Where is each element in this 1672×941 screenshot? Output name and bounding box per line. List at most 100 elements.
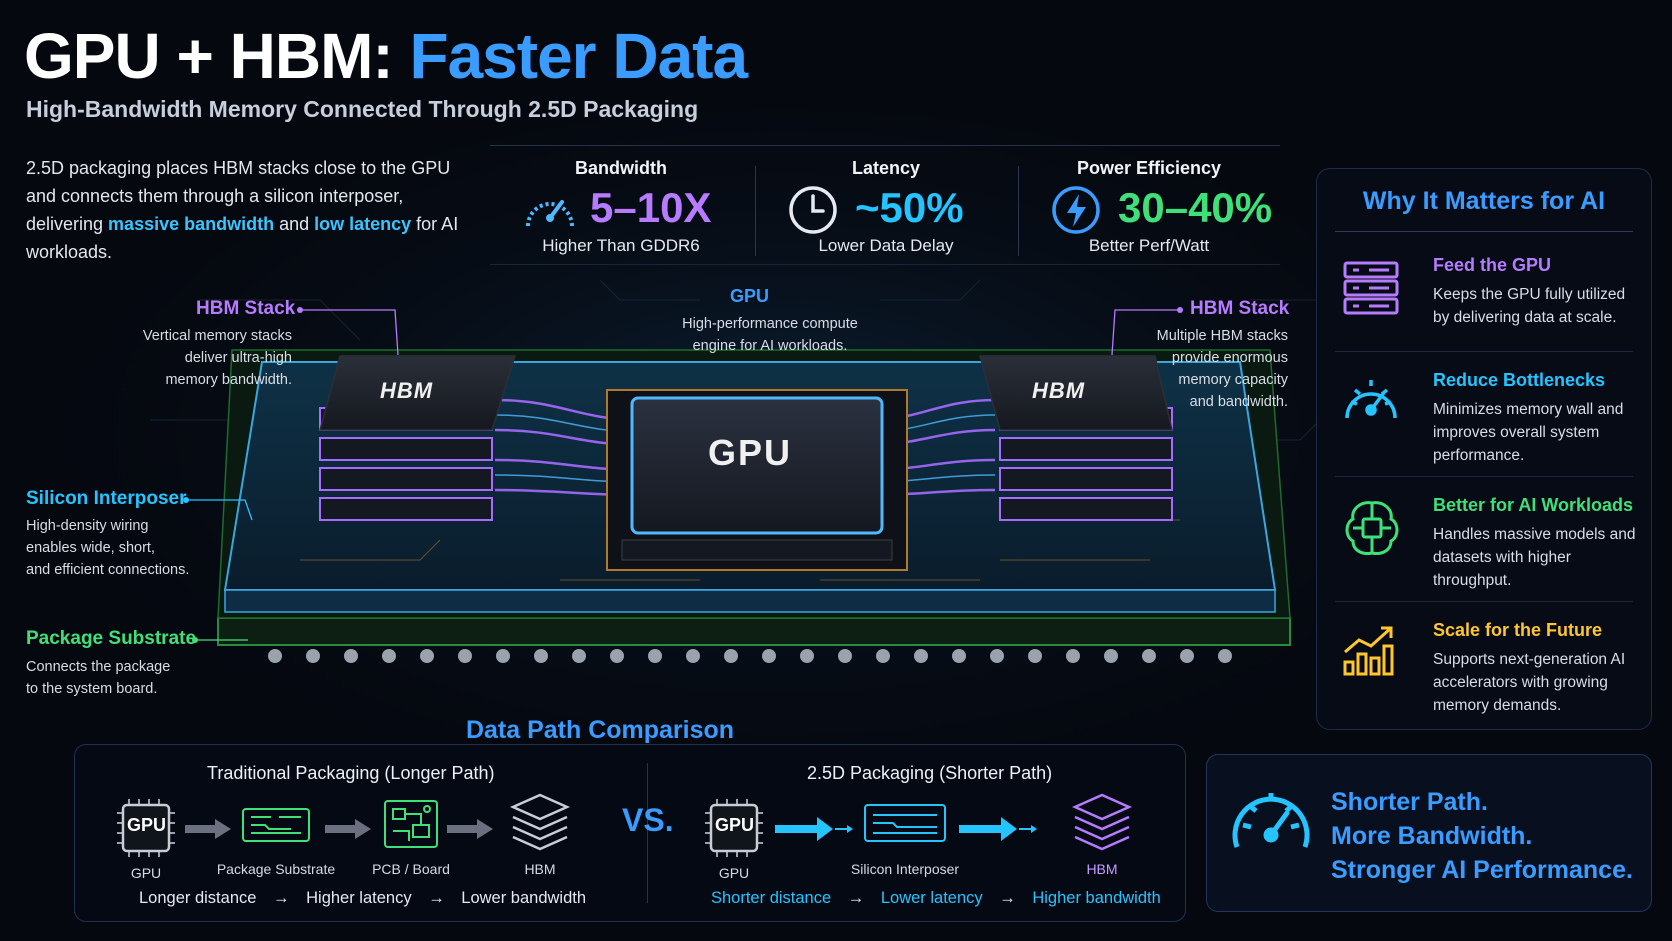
why-item-desc: Minimizes memory wall and improves overa… bbox=[1433, 401, 1624, 464]
traditional-heading: Traditional Packaging (Longer Path) bbox=[207, 763, 495, 783]
stat-value: ~50% bbox=[855, 184, 964, 231]
desc-line: provide enormous bbox=[1171, 350, 1288, 366]
panel-title: Why It Matters for AI bbox=[1362, 187, 1606, 215]
arrow-icon bbox=[185, 817, 233, 846]
node-label: Silicon Interposer bbox=[850, 861, 960, 877]
desc-line: memory bandwidth. bbox=[165, 372, 292, 388]
desc-line: Connects the package bbox=[26, 659, 171, 675]
footer-item: Higher latency bbox=[306, 889, 412, 907]
interposer-icon bbox=[863, 799, 947, 854]
why-item-title: Reduce Bottlenecks bbox=[1433, 370, 1606, 390]
hbm-right-desc: Multiple HBM stacks provide enormous mem… bbox=[1130, 325, 1288, 413]
memory-stack-icon bbox=[1341, 257, 1401, 322]
footer-arrow: → bbox=[999, 889, 1016, 907]
title-main: GPU + HBM: bbox=[24, 20, 394, 92]
data-path-title: Data Path Comparison bbox=[465, 716, 735, 744]
why-item-desc: Supports next-generation AI accelerators… bbox=[1433, 651, 1626, 714]
stat-divider bbox=[755, 166, 756, 256]
hbm-stack-icon bbox=[1071, 791, 1133, 858]
growth-chart-icon bbox=[1341, 622, 1401, 683]
summary-box: Shorter Path. More Bandwidth. Stronger A… bbox=[1206, 754, 1652, 912]
stat-caption: Lower Data Delay bbox=[818, 236, 954, 255]
stat-label: Latency bbox=[851, 158, 921, 178]
gpu-title: GPU bbox=[730, 286, 770, 306]
desc-line: and bandwidth. bbox=[1189, 394, 1288, 410]
gpu-desc: High-performance compute engine for AI w… bbox=[650, 313, 890, 357]
stat-value: 5–10X bbox=[590, 184, 712, 231]
node-label: GPU bbox=[130, 865, 162, 881]
footer-arrow: → bbox=[273, 889, 290, 907]
hbm-right-chip-label: HBM bbox=[1032, 378, 1086, 403]
desc-line: enables wide, short, bbox=[26, 540, 155, 556]
stat-divider bbox=[1018, 166, 1019, 256]
summary-text: Shorter Path. More Bandwidth. Stronger A… bbox=[1331, 785, 1633, 887]
speedometer-icon bbox=[522, 184, 578, 239]
pcb-board-icon bbox=[381, 797, 441, 858]
page-subtitle: High-Bandwidth Memory Connected Through … bbox=[26, 96, 699, 122]
stat-value: 30–40% bbox=[1118, 184, 1273, 231]
footer-item: Shorter distance bbox=[711, 889, 832, 907]
hbm-left-title: HBM Stack bbox=[196, 298, 296, 319]
divider bbox=[1335, 351, 1633, 352]
intro-text: and bbox=[274, 214, 315, 234]
gauge-icon bbox=[1341, 372, 1401, 433]
stat-latency: Latency ~50% Lower Data Delay bbox=[755, 146, 1017, 266]
traditional-footer: Longer distance → Higher latency → Lower… bbox=[139, 889, 586, 908]
stat-bandwidth: Bandwidth 5–10X Higher Than GDDR6 bbox=[490, 146, 752, 266]
chip-icon bbox=[115, 797, 177, 864]
why-item-title: Feed the GPU bbox=[1433, 255, 1552, 275]
chip-icon-label: GPU bbox=[127, 815, 167, 835]
chip-icon bbox=[703, 797, 765, 864]
node-label: HBM bbox=[1086, 861, 1118, 877]
node-label: Package Substrate bbox=[216, 861, 336, 877]
hbm-left-desc: Vertical memory stacks deliver ultra-hig… bbox=[100, 325, 292, 391]
interposer-desc: High-density wiring enables wide, short,… bbox=[26, 515, 226, 581]
stat-power-efficiency: Power Efficiency 30–40% Better Perf/Watt bbox=[1018, 146, 1280, 266]
stat-label: Bandwidth bbox=[575, 158, 667, 178]
substrate-desc: Connects the package to the system board… bbox=[26, 656, 226, 700]
footer-arrow: → bbox=[428, 889, 445, 907]
intro-highlight-latency: low latency bbox=[314, 214, 412, 234]
data-path-box: Traditional Packaging (Longer Path) GPU … bbox=[74, 744, 1186, 922]
hbm-right-title: HBM Stack bbox=[1190, 298, 1290, 319]
why-it-matters-panel: Why It Matters for AI Feed the GPU Keeps… bbox=[1316, 168, 1652, 730]
advanced-footer: Shorter distance → Lower latency → Highe… bbox=[711, 889, 1161, 908]
desc-line: to the system board. bbox=[26, 681, 158, 697]
summary-line: Shorter Path. bbox=[1331, 788, 1488, 816]
stats-bar: Bandwidth 5–10X Higher Than GDDR6 Latenc… bbox=[490, 145, 1280, 265]
why-item-title: Scale for the Future bbox=[1433, 620, 1603, 640]
node-label: PCB / Board bbox=[372, 861, 450, 877]
vs-label: VS. bbox=[622, 802, 674, 838]
lightning-icon bbox=[1050, 184, 1102, 241]
desc-line: deliver ultra-high bbox=[184, 350, 292, 366]
desc-line: Vertical memory stacks bbox=[142, 328, 292, 344]
why-item-title: Better for AI Workloads bbox=[1433, 495, 1634, 515]
speedometer-icon bbox=[1229, 783, 1313, 864]
arrow-icon bbox=[447, 817, 495, 846]
intro-text: for AI workloads. bbox=[26, 214, 459, 262]
stat-label: Power Efficiency bbox=[1076, 158, 1222, 178]
brain-chip-icon bbox=[1341, 497, 1403, 564]
title-accent: Faster Data bbox=[409, 20, 748, 92]
divider bbox=[1335, 231, 1633, 232]
stat-caption: Higher Than GDDR6 bbox=[542, 236, 700, 255]
desc-line: High-performance compute bbox=[682, 316, 858, 332]
why-item-desc: Handles massive models and datasets with… bbox=[1433, 526, 1636, 589]
desc-line: engine for AI workloads. bbox=[692, 338, 848, 354]
footer-item: Lower bandwidth bbox=[461, 889, 587, 907]
desc-line: Multiple HBM stacks bbox=[1156, 328, 1288, 344]
desc-line: High-density wiring bbox=[26, 518, 149, 534]
footer-arrow: → bbox=[847, 889, 865, 907]
hbm-left-chip-label: HBM bbox=[380, 378, 434, 403]
summary-line: More Bandwidth. bbox=[1331, 822, 1533, 850]
glowing-arrow-icon bbox=[775, 815, 853, 848]
arrow-icon bbox=[325, 817, 373, 846]
chip-icon-label: GPU bbox=[715, 815, 755, 835]
summary-line: Stronger AI Performance. bbox=[1331, 856, 1633, 884]
interposer-title: Silicon Interposer bbox=[26, 488, 187, 509]
intro-highlight-bandwidth: massive bandwidth bbox=[108, 214, 275, 234]
divider bbox=[1335, 601, 1633, 602]
gpu-chip-label: GPU bbox=[708, 432, 793, 473]
footer-item: Higher bandwidth bbox=[1032, 889, 1161, 907]
